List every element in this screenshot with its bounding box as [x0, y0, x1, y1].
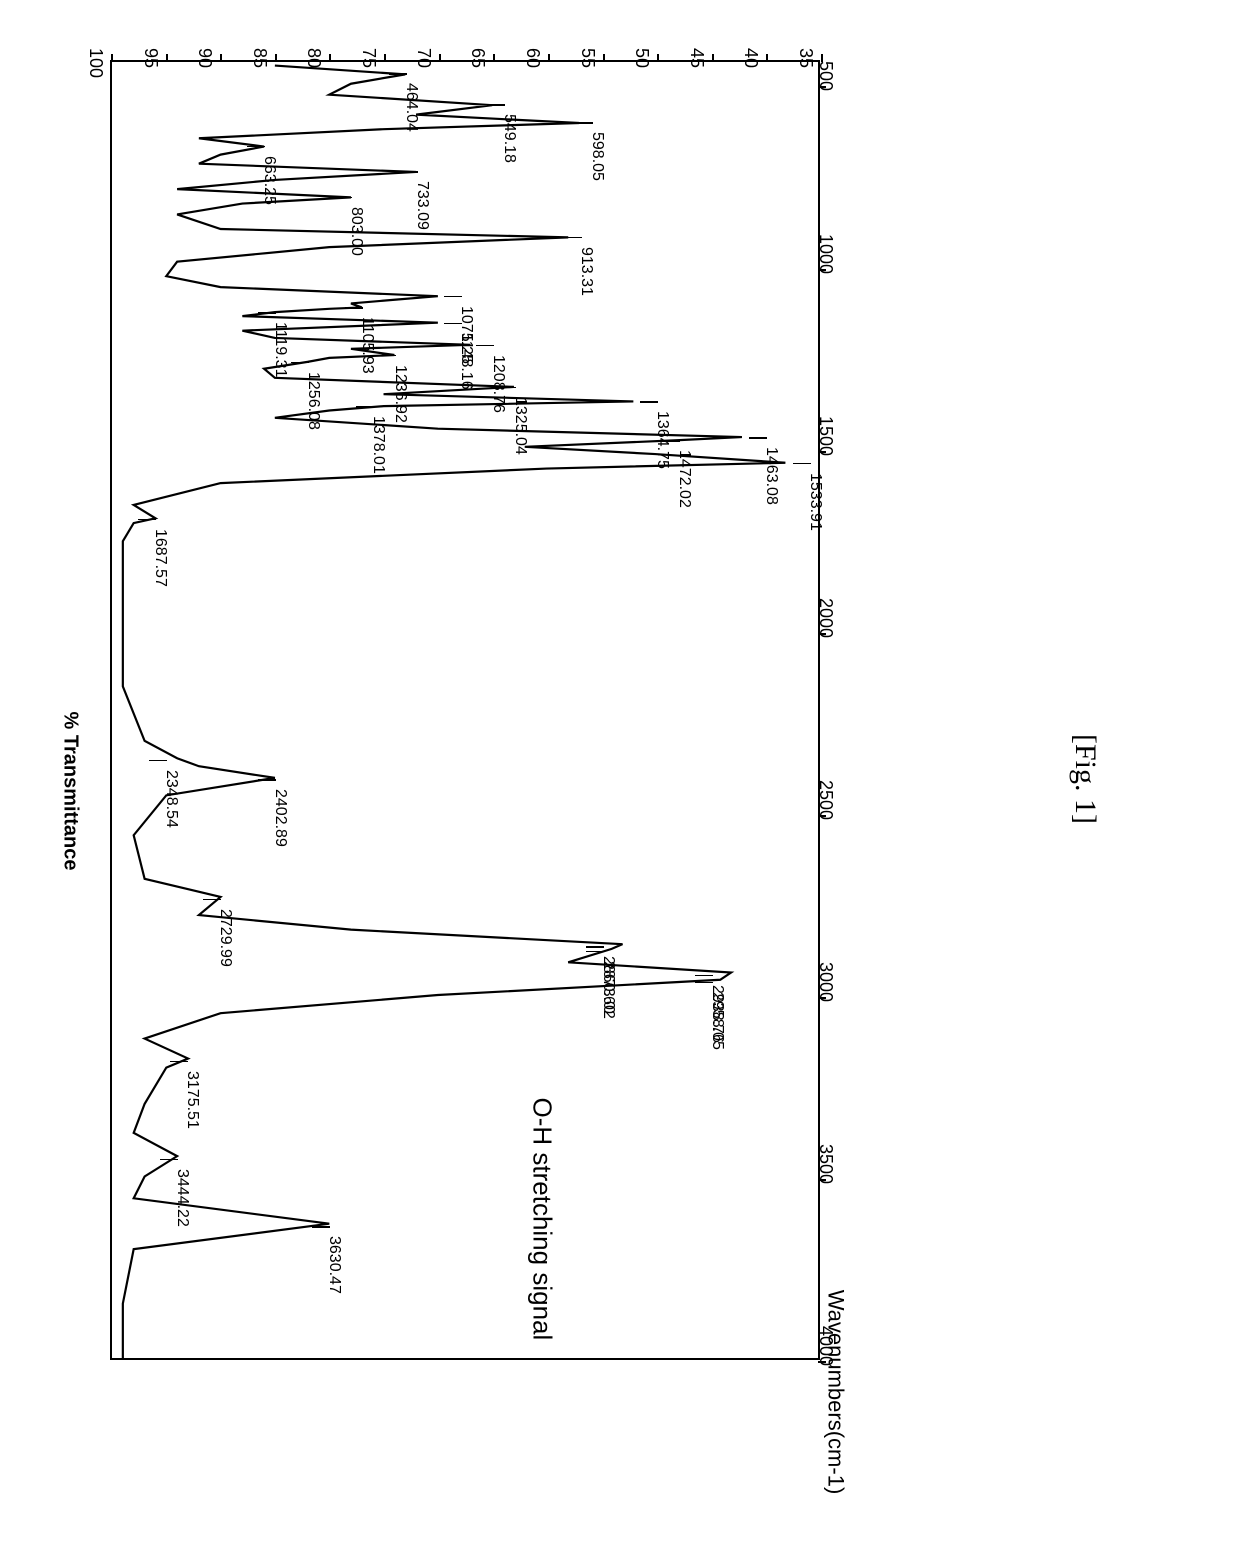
peak-label: 2938.76 [708, 985, 726, 1043]
peak-label: 663.25 [260, 156, 278, 205]
transmittance-tick [439, 54, 441, 62]
peak-label: 1378.01 [369, 416, 387, 474]
transmittance-tick [548, 54, 550, 62]
chart-frame: 35404550556065707580859095100 4000350030… [110, 60, 820, 1360]
x-axis-label: Wavenumbers(cm-1) [823, 1290, 849, 1495]
peak-tick-line [258, 312, 276, 314]
peak-label: 2402.89 [271, 789, 289, 847]
transmittance-tick [166, 54, 168, 62]
peak-label: 1463.08 [762, 447, 780, 505]
peak-label: 1075.25 [457, 306, 475, 364]
peak-label: 1364.75 [653, 411, 671, 469]
peak-label: 598.05 [588, 132, 606, 181]
peak-tick-line [149, 760, 167, 762]
transmittance-tick [603, 54, 605, 62]
transmittance-tick [712, 54, 714, 62]
transmittance-tick [275, 54, 277, 62]
transmittance-tick [329, 54, 331, 62]
figure-caption: [Fig. 1] [1068, 734, 1102, 824]
peak-tick-line [586, 946, 604, 948]
wavenumber-tick-label: 3500 [815, 1144, 836, 1184]
peak-tick-line [247, 146, 265, 148]
peak-label: 2729.99 [216, 909, 234, 967]
peak-label: 1208.76 [489, 355, 507, 413]
peak-label: 1105.93 [358, 317, 376, 374]
wavenumber-tick-label: 2000 [815, 598, 836, 638]
peak-label: 733.09 [413, 181, 431, 230]
peak-tick-line [400, 171, 418, 173]
transmittance-tick-label: 100 [85, 48, 106, 78]
peak-label: 1687.57 [151, 529, 169, 587]
peak-tick-line [695, 975, 713, 977]
peak-tick-line [170, 1061, 188, 1063]
peak-tick-line [793, 463, 811, 465]
peak-labels: 3630.473444.223175.512958.052938.762873.… [112, 62, 818, 1358]
peak-tick-line [476, 345, 494, 347]
y-axis-label: % Transmittance [59, 712, 82, 871]
transmittance-tick [766, 54, 768, 62]
peak-label: 803.00 [347, 207, 365, 256]
oh-stretching-annotation: O-H stretching signal [527, 1098, 558, 1341]
peak-tick-line [356, 406, 374, 408]
peak-tick-line [138, 519, 156, 521]
peak-tick-line [749, 437, 767, 439]
peak-tick-line [389, 73, 407, 75]
wavenumber-tick-label: 3000 [815, 962, 836, 1002]
transmittance-tick [111, 54, 113, 62]
peak-tick-line [291, 362, 309, 364]
peak-label: 3444.22 [173, 1169, 191, 1227]
wavenumber-tick-label: 1000 [815, 234, 836, 274]
peak-tick-line [564, 237, 582, 239]
wavenumber-tick-label: 500 [815, 61, 836, 91]
peak-label: 464.04 [402, 83, 420, 132]
transmittance-tick [384, 54, 386, 62]
wavenumber-tick-label: 1500 [815, 416, 836, 456]
figure-page: 35404550556065707580859095100 4000350030… [0, 0, 1240, 1558]
peak-tick-line [378, 355, 396, 357]
peak-tick-line [160, 1159, 178, 1161]
transmittance-tick [220, 54, 222, 62]
peak-tick-line [575, 122, 593, 124]
peak-label: 2348.54 [162, 770, 180, 828]
peak-label: 1236.92 [391, 365, 409, 423]
peak-tick-line [258, 779, 276, 781]
peak-label: 1472.02 [675, 450, 693, 508]
peak-tick-line [586, 951, 604, 953]
peak-tick-line [345, 307, 363, 309]
peak-label: 1256.08 [304, 372, 322, 430]
peak-label: 1119.31 [271, 322, 289, 377]
peak-label: 1533.91 [806, 473, 824, 531]
peak-tick-line [444, 296, 462, 298]
transmittance-tick [657, 54, 659, 62]
peak-label: 549.18 [500, 114, 518, 163]
wavenumber-tick-label: 2500 [815, 780, 836, 820]
peak-tick-line [334, 197, 352, 199]
peak-label: 1325.04 [511, 397, 529, 455]
peak-label: 3630.47 [325, 1236, 343, 1294]
peak-label: 2860.60 [599, 956, 617, 1014]
peak-tick-line [312, 1226, 330, 1228]
peak-tick-line [640, 401, 658, 403]
peak-tick-line [695, 982, 713, 984]
peak-label: 3175.51 [183, 1071, 201, 1129]
peak-label: 913.31 [577, 247, 595, 296]
peak-tick-line [203, 899, 221, 901]
transmittance-tick [493, 54, 495, 62]
peak-tick-line [487, 104, 505, 106]
